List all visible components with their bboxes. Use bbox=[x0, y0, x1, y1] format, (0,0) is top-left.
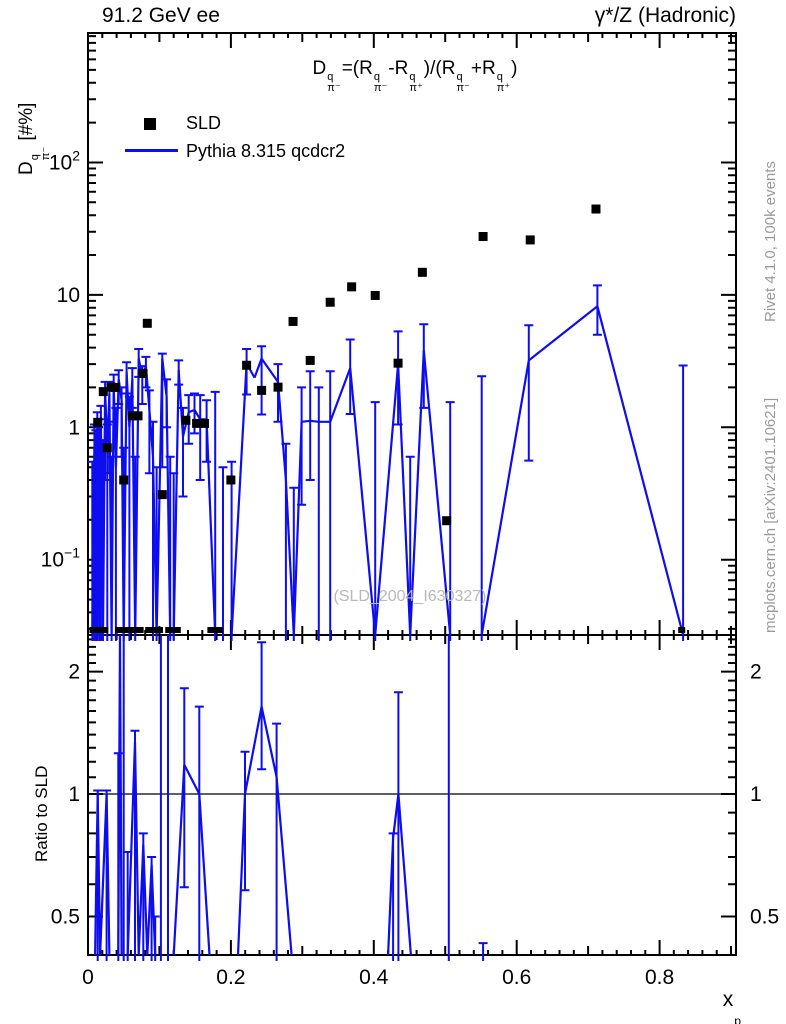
sld-data-point bbox=[305, 355, 315, 365]
x-tick-label: 0.6 bbox=[502, 966, 531, 989]
sld-data-point bbox=[181, 415, 191, 425]
y-tick-label-main: 10 bbox=[57, 284, 80, 307]
sld-data-point bbox=[127, 411, 137, 421]
sld-data-point bbox=[370, 290, 380, 300]
sld-below-range-point bbox=[91, 627, 99, 633]
axis-ticks bbox=[87, 33, 736, 955]
sld-below-range-point bbox=[678, 627, 686, 633]
sld-below-range-point bbox=[215, 627, 223, 633]
sld-below-range-point bbox=[169, 627, 177, 633]
mc-line bbox=[94, 634, 412, 956]
sld-below-range-point bbox=[101, 627, 109, 633]
sld-below-range-point bbox=[211, 627, 219, 633]
x-tick-label: 0 bbox=[82, 966, 94, 989]
x-axis-title: x p bbox=[722, 988, 741, 1024]
sld-data-point bbox=[242, 360, 252, 370]
sld-below-range-point bbox=[145, 627, 153, 633]
mc-line bbox=[91, 305, 685, 636]
y-tick-label-main: 10−1 bbox=[41, 545, 81, 572]
sld-data-point bbox=[478, 231, 488, 241]
sld-below-range-point bbox=[155, 627, 163, 633]
beam-energy-label: 91.2 GeV ee bbox=[102, 4, 220, 27]
sld-data-point bbox=[192, 418, 202, 428]
x-tick-label: 0.2 bbox=[216, 966, 245, 989]
sld-data-point bbox=[325, 297, 335, 307]
y-axis-title-ratio: Ratio to SLD bbox=[32, 765, 51, 862]
sld-data-point bbox=[102, 443, 112, 453]
sld-data-point bbox=[226, 475, 236, 485]
process-label: γ*/Z (Hadronic) bbox=[594, 4, 736, 27]
sld-below-range-point bbox=[152, 627, 160, 633]
sld-data-point bbox=[199, 418, 209, 428]
sld-data-point bbox=[442, 516, 452, 526]
sld-data-point bbox=[591, 204, 601, 214]
sld-data-point bbox=[142, 318, 152, 328]
mcplots-credit-label: mcplots.cern.ch [arXiv:2401.10621] bbox=[762, 397, 779, 633]
y-tick-label-ratio-right: 2 bbox=[750, 661, 762, 684]
y-tick-label-ratio-left: 1 bbox=[68, 783, 80, 806]
sld-data-point bbox=[257, 385, 267, 395]
sld-data-point bbox=[393, 358, 403, 368]
legend-mc-line-swatch bbox=[125, 149, 178, 152]
x-tick-label: 0.8 bbox=[645, 966, 674, 989]
sld-below-range-point bbox=[207, 627, 215, 633]
sld-data-point bbox=[98, 387, 108, 397]
analysis-id-watermark: (SLD_2004_I630327) bbox=[333, 588, 487, 605]
sld-data-point bbox=[347, 282, 357, 292]
sld-data-point bbox=[417, 267, 427, 277]
sld-below-range-point bbox=[96, 627, 104, 633]
sld-below-range-point bbox=[165, 627, 173, 633]
sld-below-range-point bbox=[118, 627, 126, 633]
sld-below-range-point bbox=[122, 627, 130, 633]
sld-data-point bbox=[93, 417, 103, 427]
sld-data-point bbox=[157, 490, 167, 500]
y-tick-label-main: 1 bbox=[68, 416, 80, 439]
sld-below-range-point bbox=[148, 627, 156, 633]
legend-mc-label: Pythia 8.315 qcdcr2 bbox=[186, 141, 346, 161]
x-tick-label: 0.4 bbox=[359, 966, 389, 989]
sld-data-point bbox=[119, 475, 129, 485]
sld-data-point bbox=[110, 382, 120, 392]
sld-below-range-point bbox=[173, 627, 181, 633]
y-tick-label-ratio-right: 1 bbox=[750, 783, 762, 806]
y-tick-label-main: 102 bbox=[49, 147, 80, 174]
sld-data-point bbox=[133, 411, 143, 421]
legend-sld-label: SLD bbox=[186, 113, 222, 133]
legend-sld-marker bbox=[144, 118, 156, 130]
sld-below-range-point bbox=[136, 627, 144, 633]
mc-error-bars bbox=[96, 635, 485, 961]
sld-data-point bbox=[138, 368, 148, 378]
rivet-version-label: Rivet 4.1.0, 100k events bbox=[762, 161, 779, 322]
y-tick-label-ratio-right: 0.5 bbox=[750, 905, 779, 928]
y-tick-label-ratio-left: 0.5 bbox=[51, 905, 80, 928]
sld-data-point bbox=[525, 235, 535, 245]
sld-data-point bbox=[288, 316, 298, 326]
sld-below-range-point bbox=[125, 627, 133, 633]
sld-below-range-point bbox=[133, 627, 141, 633]
y-tick-label-ratio-left: 2 bbox=[68, 661, 80, 684]
sld-data-point bbox=[273, 382, 283, 392]
